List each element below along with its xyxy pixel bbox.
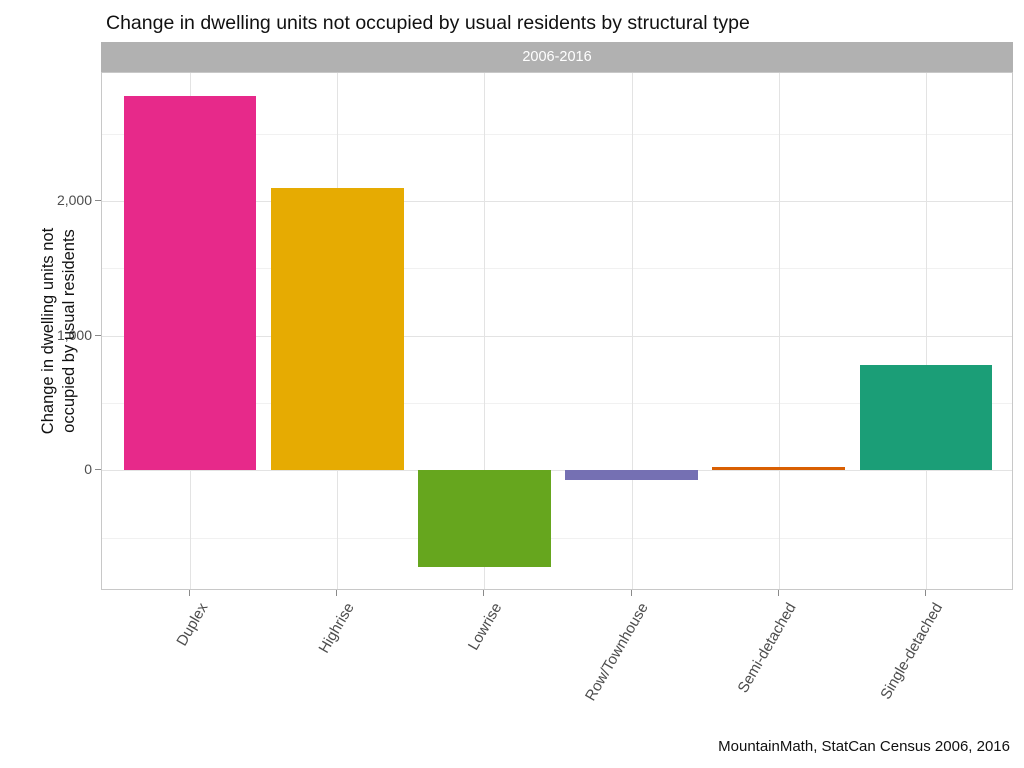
bar-duplex (124, 95, 257, 471)
gridline-vertical (631, 73, 633, 589)
caption: MountainMath, StatCan Census 2006, 2016 (718, 738, 1010, 755)
x-axis-tick-mark (777, 590, 779, 596)
chart-title: Change in dwelling units not occupied by… (106, 12, 750, 34)
y-axis-tick-label: 2,000 (56, 191, 92, 208)
x-axis-tick-label: Lowrise (464, 600, 506, 654)
gridline-vertical (778, 73, 780, 589)
gridline-major (102, 200, 1012, 202)
bar-semi-detached (712, 467, 845, 471)
y-axis-title-line2: occupied by usual residents (60, 229, 78, 433)
x-axis-tick-label: Semi-detached (734, 600, 800, 696)
gridline-minor (102, 403, 1012, 405)
gridline-major (102, 470, 1012, 472)
x-axis-tick-label: Row/Townhouse (582, 600, 653, 704)
y-axis-tick-label: 1,000 (56, 326, 92, 343)
bar-single-detached (859, 365, 992, 471)
x-axis-tick-label: Highrise (315, 600, 359, 657)
x-axis-tick-mark (336, 590, 338, 596)
y-axis-tick-mark (95, 334, 101, 336)
y-axis-tick-mark (95, 199, 101, 201)
gridline-minor (102, 268, 1012, 270)
gridline-minor (102, 133, 1012, 135)
facet-strip: 2006-2016 (101, 42, 1013, 72)
gridline-major (102, 335, 1012, 337)
x-axis-tick-label: Single-detached (877, 600, 947, 703)
bar-row-townhouse (565, 470, 698, 480)
gridline-vertical (925, 73, 927, 589)
x-axis-tick-mark (189, 590, 191, 596)
bar-highrise (271, 187, 404, 471)
x-axis-tick-mark (483, 590, 485, 596)
y-axis-title: Change in dwelling units not occupied by… (38, 228, 80, 434)
y-axis-title-line1: Change in dwelling units not (39, 227, 57, 435)
bar-lowrise (418, 470, 551, 568)
x-axis-tick-mark (630, 590, 632, 596)
x-axis-tick-label: Duplex (172, 600, 211, 649)
gridline-vertical (484, 73, 486, 589)
y-axis-tick-label: 0 (84, 461, 92, 478)
x-axis-tick-mark (924, 590, 926, 596)
facet-strip-label: 2006-2016 (522, 49, 592, 65)
gridline-minor (102, 537, 1012, 539)
plot-panel (101, 72, 1013, 590)
y-axis-tick-mark (95, 469, 101, 471)
